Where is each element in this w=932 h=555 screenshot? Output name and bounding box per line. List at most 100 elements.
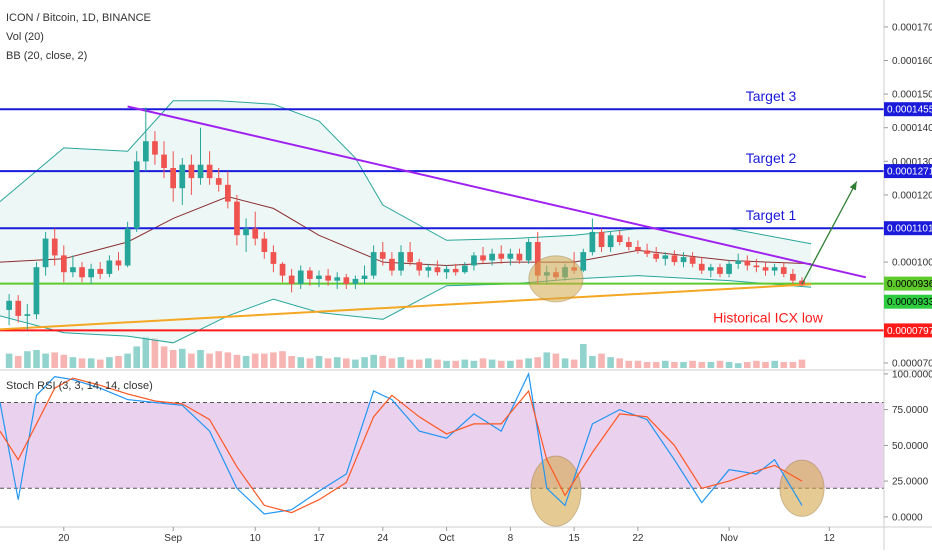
volume-bar (707, 362, 715, 368)
volume-bar (315, 356, 323, 368)
highlight-ellipse (528, 255, 584, 303)
volume-bar (297, 357, 305, 368)
candle-body (252, 228, 259, 239)
volume-bar (589, 356, 596, 368)
candle-body (762, 267, 769, 271)
bollinger-bands (0, 100, 812, 344)
volume-bar (206, 353, 213, 368)
volume-bar (525, 358, 532, 368)
candle-body (471, 255, 477, 266)
date-axis-label: Nov (720, 533, 738, 544)
candle-body (325, 275, 331, 281)
volume-bar (406, 359, 414, 368)
price-tags: 0.0001455 0.0001271 0.0001101 0.0000936 0.00… (884, 102, 932, 338)
candle-body (689, 257, 696, 264)
volume-bar (662, 360, 669, 368)
candle-body (370, 252, 377, 276)
volume-bar (671, 362, 678, 368)
trend-lines (0, 105, 867, 331)
volume-bar (507, 360, 514, 368)
candle-body (480, 255, 486, 261)
candle-body (379, 252, 386, 259)
volume-bars (5, 336, 806, 368)
volume-bar (379, 356, 387, 368)
candle-body (15, 300, 22, 316)
date-axis-label: 17 (313, 533, 325, 544)
volume-bar (762, 362, 769, 368)
stoch-axis-label: 50.0000 (892, 441, 929, 452)
candle-body (726, 263, 732, 274)
stoch-band (0, 402, 884, 489)
candle-body (288, 275, 295, 284)
volume-bar (270, 352, 277, 368)
volume-bar (33, 350, 40, 368)
candle-body (170, 168, 176, 189)
volume-bar (415, 359, 423, 368)
stoch-rsi-pane (0, 371, 884, 527)
candle-body (580, 252, 587, 271)
volume-bar (42, 353, 49, 368)
candle-body (316, 275, 322, 279)
candle-body (644, 250, 650, 254)
price-tag (884, 323, 932, 338)
volume-bar (188, 353, 195, 368)
candle-body (671, 255, 678, 263)
candle-body (434, 267, 441, 273)
candle-body (416, 262, 423, 271)
price-tag (884, 276, 932, 291)
volume-bar (352, 359, 359, 368)
volume-bar (607, 357, 614, 368)
projection-arrow (801, 181, 858, 285)
price-tag (884, 221, 932, 236)
volume-bar (744, 362, 751, 368)
candle-body (489, 253, 495, 261)
volume-bar (333, 357, 341, 368)
volume-bar (488, 359, 496, 368)
volume-bar (160, 346, 168, 368)
volume-bar (224, 352, 232, 368)
stoch-line (0, 377, 803, 514)
candle-body (24, 314, 31, 316)
candle-body (79, 267, 85, 278)
candle-body (708, 267, 714, 271)
candle-body (188, 164, 195, 179)
price-axis-label: 0.0000700 (892, 359, 932, 370)
volume-bar (60, 354, 68, 368)
volume-bar (5, 353, 13, 368)
candle-body (680, 257, 687, 263)
candle-body (97, 268, 104, 274)
price-tag-label: 0.0000797 (887, 326, 932, 337)
volume-bar (561, 358, 569, 368)
volume-bar (179, 348, 186, 368)
volume-bar (361, 357, 368, 368)
volume-bar (652, 362, 660, 368)
volume-bar (261, 353, 268, 368)
candle-body (507, 253, 514, 259)
candle-body (589, 231, 596, 253)
candle-body (452, 268, 459, 273)
bollinger-fill (0, 100, 812, 343)
candle-body (261, 238, 268, 252)
candle-body (361, 275, 368, 279)
volume-bar (461, 359, 469, 368)
volume-bar (643, 362, 651, 368)
volume-bar (452, 360, 459, 368)
candle-body (133, 161, 140, 229)
date-axis-label: 8 (508, 533, 514, 544)
candle-body (234, 201, 240, 236)
date-axis-label: 22 (632, 533, 644, 544)
candle-body (42, 238, 49, 268)
volume-bar (151, 338, 159, 368)
level-label: Target 1 (746, 207, 797, 223)
volume-bar (698, 362, 706, 368)
volume-bar (115, 356, 122, 368)
candle-body (161, 154, 167, 168)
volume-bar (753, 360, 760, 368)
